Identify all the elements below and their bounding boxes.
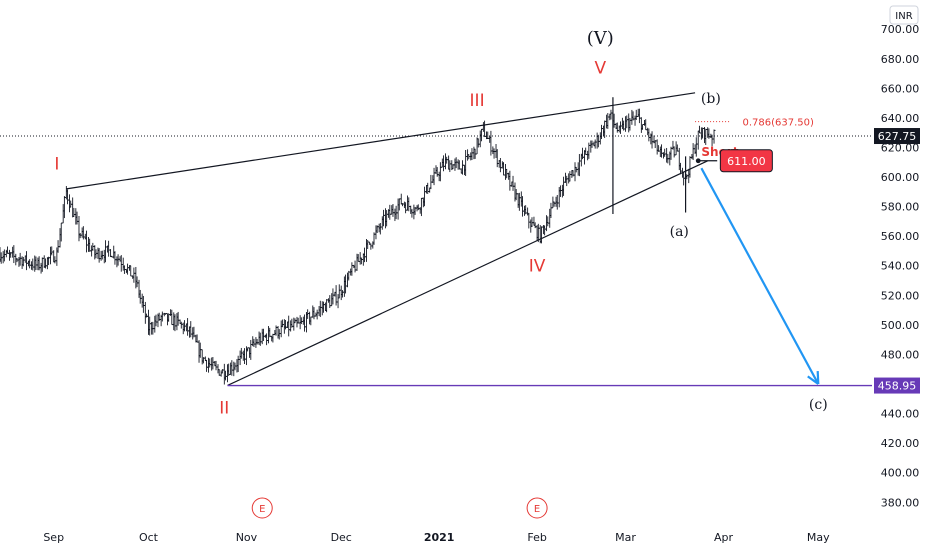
- x-tick-label: Feb: [527, 531, 546, 544]
- wave-label: (V): [587, 28, 614, 49]
- wave-label: (b): [701, 91, 721, 107]
- y-tick-label: 600.00: [881, 171, 920, 184]
- x-tick-label: Sep: [43, 531, 64, 544]
- wave-label: III: [470, 91, 485, 111]
- y-tick-label: 440.00: [881, 408, 920, 421]
- y-tick-label: 640.00: [881, 112, 920, 125]
- y-tick-label: 480.00: [881, 348, 920, 361]
- lower-trendline: [227, 160, 708, 387]
- y-tick-label: 680.00: [881, 53, 920, 66]
- y-tick-label: 560.00: [881, 230, 920, 243]
- x-tick-label: Mar: [615, 531, 636, 544]
- wave-label: I: [54, 155, 59, 175]
- price-tags: 627.75 458.95: [874, 128, 920, 394]
- currency-box[interactable]: INR: [889, 5, 919, 25]
- upper-trendline: [66, 92, 696, 190]
- y-tick-label: 580.00: [881, 201, 920, 214]
- x-tick-label: 2021: [424, 531, 455, 544]
- y-tick-label: 500.00: [881, 319, 920, 332]
- y-tick-label: 620.00: [881, 141, 920, 154]
- short-price-box: [719, 149, 773, 173]
- candlesticks: [0, 97, 716, 385]
- y-tick-label: 540.00: [881, 260, 920, 273]
- y-tick-label: 660.00: [881, 82, 920, 95]
- currency-label: INR: [895, 11, 912, 22]
- arrow-head: [807, 375, 819, 385]
- earnings-marker: [251, 497, 273, 519]
- x-tick-label: Apr: [714, 531, 734, 544]
- y-axis-ticks: 380.00400.00420.00440.00460.00480.00500.…: [881, 23, 920, 509]
- earnings-marker-label: E: [534, 504, 540, 515]
- wave-label: IV: [529, 257, 546, 277]
- x-tick-label: May: [807, 531, 830, 544]
- wave-label: (a): [670, 224, 689, 240]
- y-tick-label: 700.00: [881, 23, 920, 36]
- x-tick-label: Oct: [139, 531, 159, 544]
- x-tick-label: Dec: [331, 531, 352, 544]
- earnings-marker: [526, 497, 548, 519]
- projection-arrow: [700, 167, 820, 385]
- target-price-tag-box: [874, 377, 920, 394]
- y-tick-label: 380.00: [881, 496, 920, 509]
- y-tick-label: 420.00: [881, 437, 920, 450]
- wave-label: II: [219, 399, 229, 419]
- wave-label: V: [594, 59, 606, 79]
- last-price-tag-value: 627.75: [878, 130, 917, 143]
- earnings-marker-label: E: [259, 504, 265, 515]
- x-axis-ticks: Sep Oct Nov Dec 2021 Feb Mar Apr May: [43, 531, 830, 544]
- arrow-head: [816, 370, 820, 385]
- fib-label: 0.786(637.50): [742, 118, 814, 129]
- y-tick-label: 520.00: [881, 289, 920, 302]
- x-tick-label: Nov: [236, 531, 258, 544]
- last-price-tag-box: [874, 128, 920, 145]
- short-dot: [695, 158, 701, 164]
- wave-label: (c): [809, 397, 828, 413]
- y-tick-label: 400.00: [881, 467, 920, 480]
- short-price-value: 611.00: [727, 155, 766, 168]
- target-price-tag-value: 458.95: [878, 380, 917, 393]
